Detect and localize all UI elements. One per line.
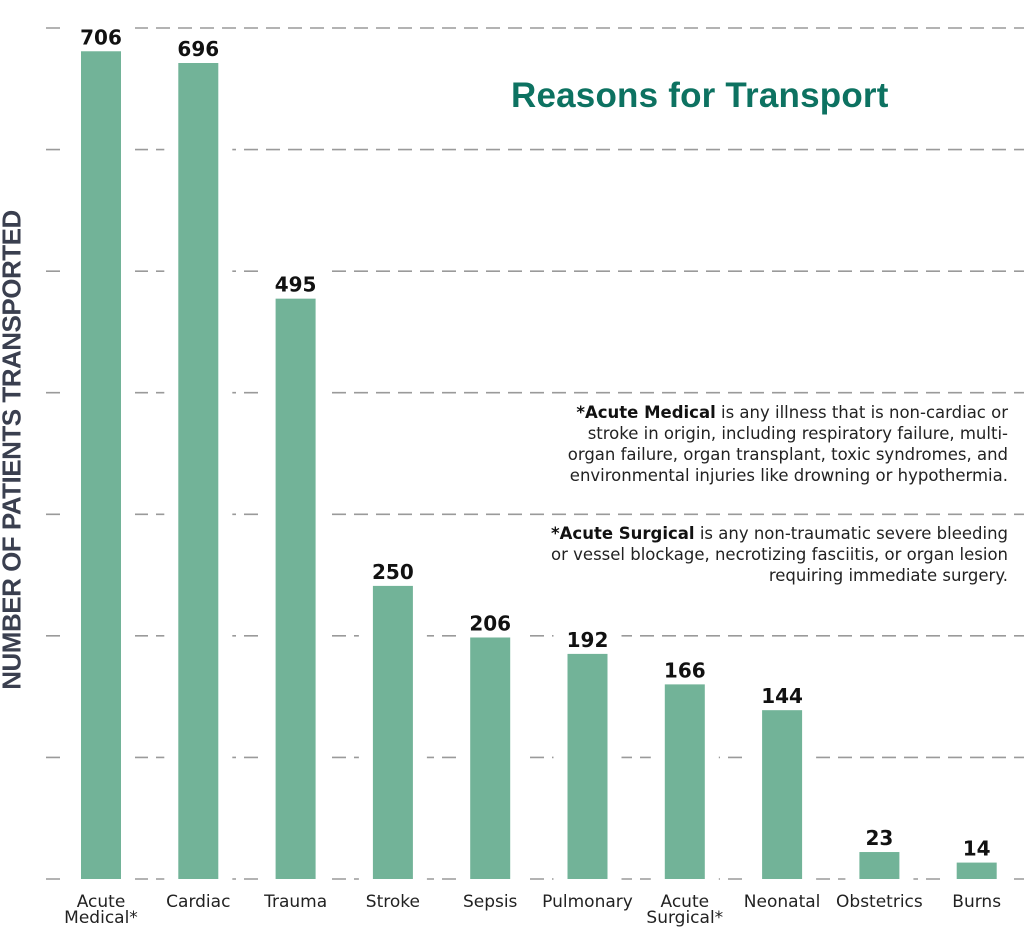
x-tick-label-line: Cardiac — [166, 892, 231, 912]
data-label: 23 — [865, 826, 893, 850]
annotation-acute-surgical-text: is any non-traumatic severe bleeding or … — [551, 524, 1008, 585]
data-label: 14 — [963, 837, 991, 861]
x-tick-label: Burns — [922, 892, 1024, 912]
bar-pulmonary — [567, 653, 608, 879]
annotation-acute-medical-term: *Acute Medical — [576, 403, 716, 422]
x-tick-label-line: Trauma — [264, 892, 328, 912]
x-tick-label: Trauma — [241, 892, 351, 912]
bar-sepsis — [470, 637, 511, 879]
bar-acute-surgical — [664, 684, 705, 879]
chart-title: Reasons for Transport — [511, 76, 889, 115]
x-tick-label-line: Neonatal — [743, 892, 821, 912]
x-tick-label: Sepsis — [435, 892, 545, 912]
bar-trauma — [275, 298, 316, 880]
bar-acute-medical — [81, 51, 121, 879]
bar-cardiac — [178, 63, 219, 879]
data-label: 206 — [469, 611, 511, 635]
data-label: 706 — [80, 25, 122, 49]
data-label: 166 — [664, 658, 706, 682]
y-axis-label: NUMBER OF PATIENTS TRANSPORTED — [0, 210, 27, 690]
x-tick-label-line: Obstetrics — [836, 892, 923, 912]
x-tick-label-line: Sepsis — [462, 892, 518, 912]
x-tick-label: Acute Medical* — [46, 892, 156, 928]
data-label: 696 — [177, 37, 219, 61]
x-tick-label: Acute Surgical* — [630, 892, 740, 928]
bar-burns — [956, 862, 997, 879]
bars — [67, 21, 1011, 882]
annotation-acute-medical: *Acute Medical is any illness that is no… — [548, 402, 1008, 486]
data-label: 192 — [567, 628, 609, 652]
annotation-acute-medical-text: is any illness that is non-cardiac or st… — [567, 403, 1008, 485]
bar-stroke — [372, 585, 413, 879]
bar-neonatal — [762, 710, 803, 879]
data-label: 495 — [275, 273, 317, 297]
bar-obstetrics — [859, 852, 900, 879]
x-tick-label: Neonatal — [727, 892, 837, 912]
data-label: 144 — [761, 684, 803, 708]
x-tick-label: Pulmonary — [533, 892, 643, 912]
x-tick-label-line: Burns — [952, 892, 1002, 912]
data-label: 250 — [372, 560, 414, 584]
x-tick-label: Obstetrics — [824, 892, 934, 912]
annotation-acute-surgical: *Acute Surgical is any non-traumatic sev… — [548, 523, 1008, 586]
data-labels: 706 696 495 250 206 192 166 144 23 14 — [80, 25, 990, 860]
x-tick-label-line: Pulmonary — [542, 892, 633, 912]
x-tick-label-line: Acute — [660, 892, 710, 912]
x-tick-label-line: Medical* — [64, 908, 138, 928]
x-tick-label-line: Surgical* — [646, 908, 724, 928]
x-tick-label-line: Acute — [76, 892, 126, 912]
annotation-acute-surgical-term: *Acute Surgical — [551, 524, 695, 543]
x-tick-label: Cardiac — [143, 892, 253, 912]
x-tick-label: Stroke — [338, 892, 448, 912]
x-tick-label-line: Stroke — [365, 892, 420, 912]
